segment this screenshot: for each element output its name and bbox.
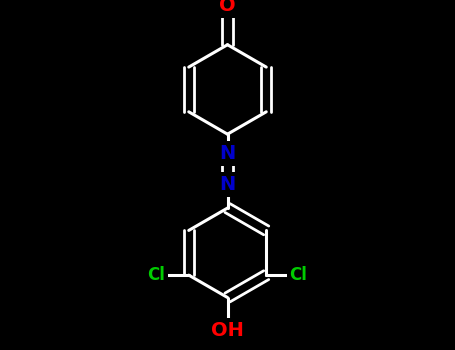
Text: OH: OH [211,321,244,340]
Text: O: O [219,0,236,15]
Text: N: N [219,144,236,163]
Text: N: N [219,175,236,194]
Text: Cl: Cl [289,266,308,284]
Text: Cl: Cl [147,266,166,284]
